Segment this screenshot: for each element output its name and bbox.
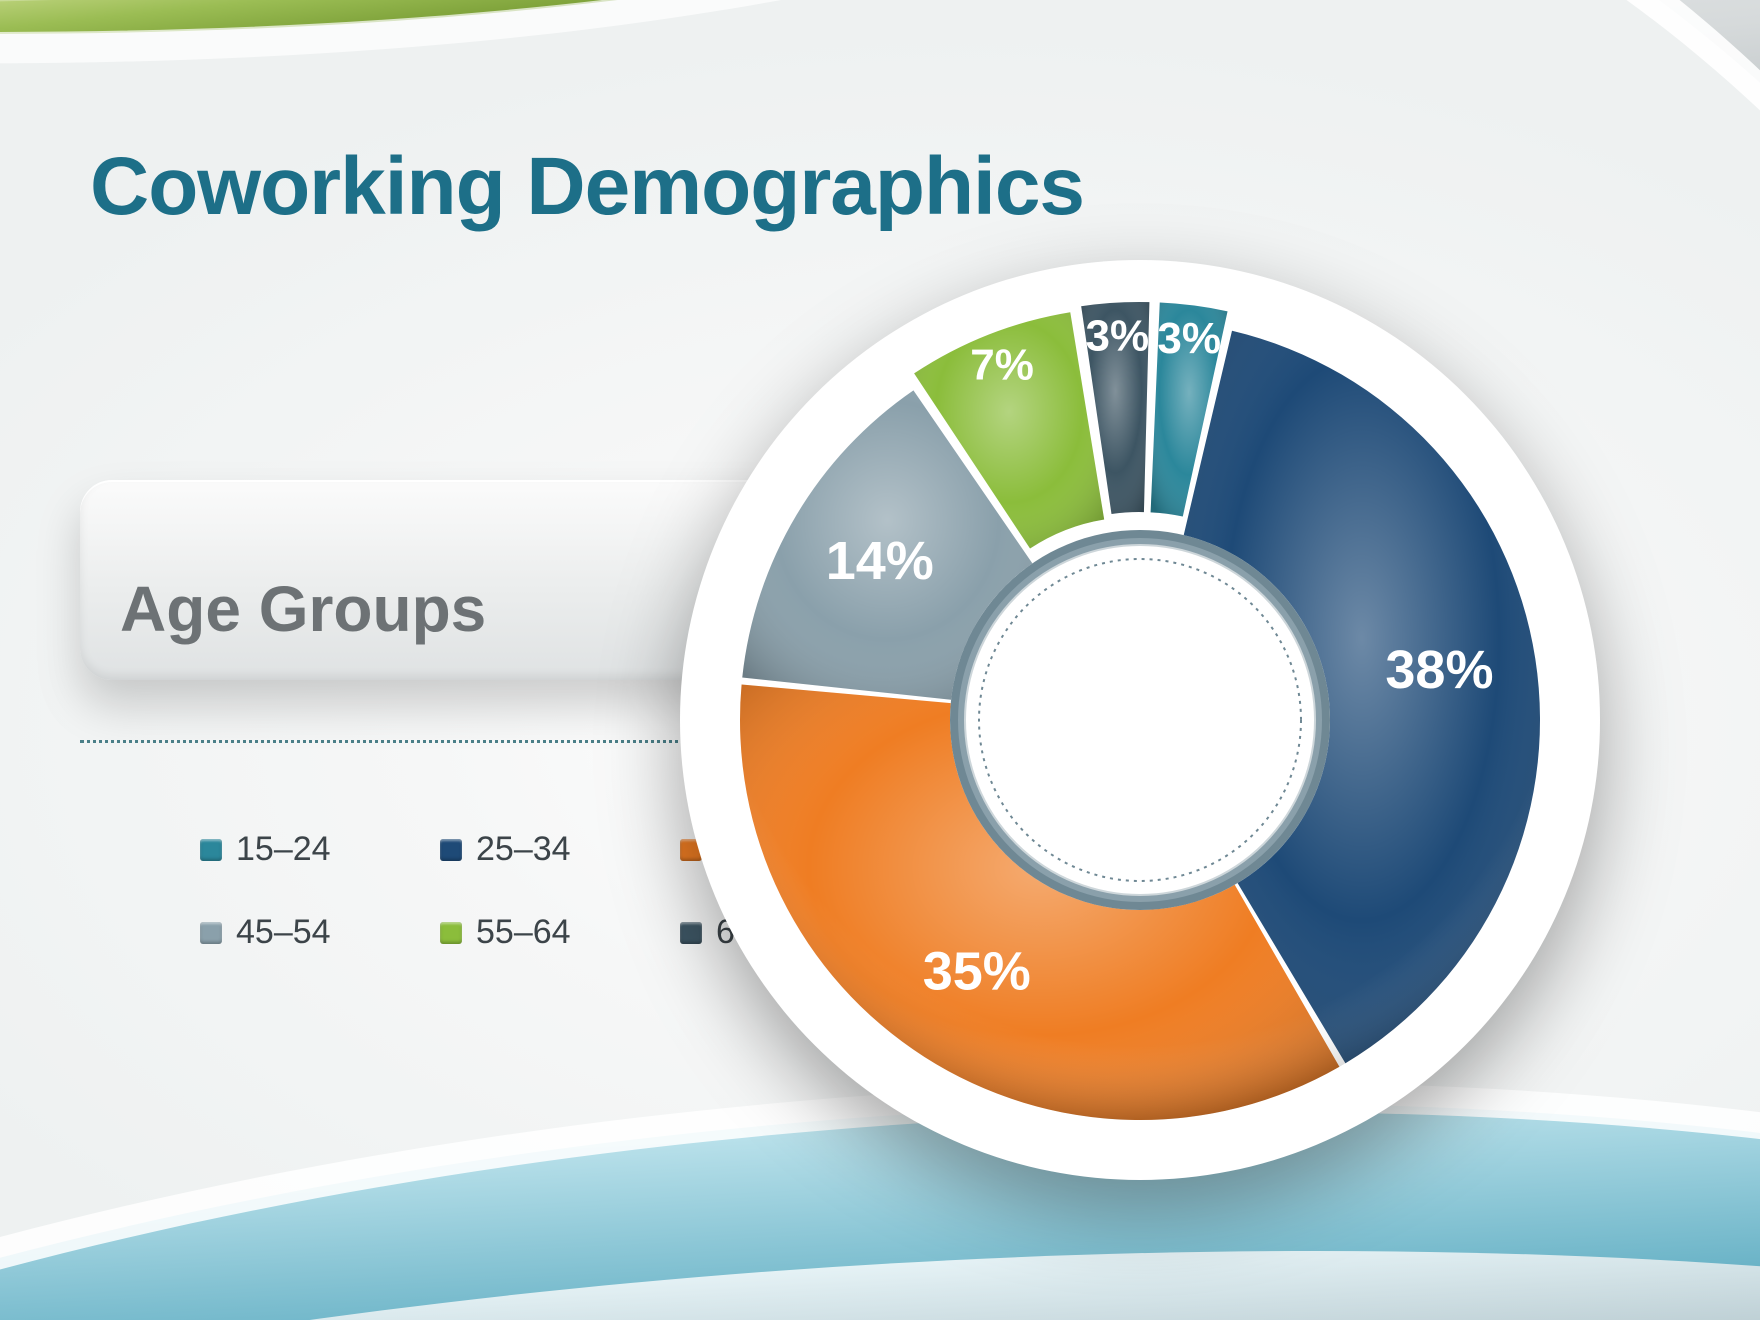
legend-swatch (440, 922, 462, 944)
slice-label: 3% (1086, 311, 1150, 360)
subtitle-text: Age Groups (120, 572, 486, 646)
slice-label: 7% (970, 341, 1034, 390)
legend-item: 15–24 (200, 830, 370, 869)
donut-chart: 3% 38% 35% 14% 7% 3% (640, 220, 1640, 1220)
legend-label: 45–54 (236, 913, 331, 952)
slice-label: 35% (923, 942, 1031, 1002)
slice-label: 38% (1385, 640, 1493, 700)
legend-swatch (200, 839, 222, 861)
legend-swatch (440, 839, 462, 861)
slice-label: 3% (1157, 314, 1221, 363)
legend-item: 55–64 (440, 913, 610, 952)
legend-label: 55–64 (476, 913, 571, 952)
legend-item: 45–54 (200, 913, 370, 952)
legend-label: 25–34 (476, 830, 571, 869)
legend-item: 25–34 (440, 830, 610, 869)
legend-swatch (200, 922, 222, 944)
slide: Coworking Demographics Age Groups 15–242… (0, 0, 1760, 1320)
slice-label: 14% (826, 531, 934, 591)
legend-label: 15–24 (236, 830, 331, 869)
